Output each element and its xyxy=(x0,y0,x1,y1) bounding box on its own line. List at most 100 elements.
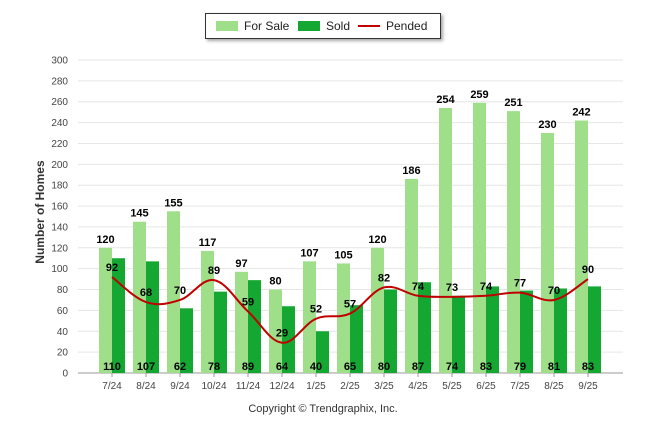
bar-sold xyxy=(112,258,125,373)
bar-sold xyxy=(146,261,159,373)
x-tick-label: 12/24 xyxy=(269,381,294,392)
label-sold: 107 xyxy=(137,361,155,373)
legend-label-for-sale: For Sale xyxy=(244,19,290,33)
label-sold: 65 xyxy=(344,361,356,373)
label-for-sale: 117 xyxy=(199,237,217,249)
legend: For Sale Sold Pended xyxy=(205,13,441,39)
y-tick-label: 280 xyxy=(51,76,68,87)
bar-for-sale xyxy=(235,271,248,373)
label-pended: 77 xyxy=(514,278,526,290)
x-tick-label: 11/24 xyxy=(236,381,261,392)
sold-swatch xyxy=(298,21,320,31)
y-tick-label: 200 xyxy=(51,160,68,171)
pended-swatch xyxy=(358,25,380,27)
y-tick-label: 40 xyxy=(57,327,69,338)
label-for-sale: 97 xyxy=(235,258,247,270)
bar-for-sale xyxy=(405,178,418,373)
legend-label-pended: Pended xyxy=(386,19,428,33)
label-pended: 73 xyxy=(446,282,458,294)
legend-item-pended[interactable]: Pended xyxy=(358,19,427,33)
label-for-sale: 186 xyxy=(402,165,420,177)
x-tick-label: 9/24 xyxy=(170,381,190,392)
y-tick-label: 20 xyxy=(57,348,69,359)
bar-for-sale xyxy=(167,211,180,373)
bars xyxy=(99,102,601,373)
label-sold: 83 xyxy=(480,361,492,373)
label-for-sale: 230 xyxy=(538,119,556,131)
legend-label-sold: Sold xyxy=(326,19,351,33)
x-tick-label: 3/25 xyxy=(374,381,394,392)
label-for-sale: 107 xyxy=(300,247,318,259)
label-for-sale: 120 xyxy=(368,234,386,246)
x-tick-label: 9/25 xyxy=(578,381,598,392)
label-pended: 70 xyxy=(548,285,560,297)
x-tick-label: 2/25 xyxy=(340,381,360,392)
x-tick-label: 8/25 xyxy=(544,381,564,392)
label-for-sale: 251 xyxy=(504,97,522,109)
bar-sold xyxy=(214,291,227,373)
bar-sold xyxy=(248,280,261,373)
y-axis-label: Number of Homes xyxy=(33,160,47,264)
bar-sold xyxy=(588,286,601,373)
data-labels: 120 110 145 107 155 62 117 78 97 89 80 64 107 40 105 65… xyxy=(96,89,594,373)
bar-for-sale xyxy=(303,261,316,373)
label-sold: 64 xyxy=(276,361,289,373)
y-tick-label: 220 xyxy=(51,139,68,150)
copyright: Copyright © Trendgraphix, Inc. xyxy=(248,403,398,415)
bar-for-sale xyxy=(371,247,384,373)
label-for-sale: 254 xyxy=(436,94,455,106)
bar-sold xyxy=(384,289,397,373)
for-sale-swatch xyxy=(216,21,238,31)
bar-for-sale xyxy=(269,289,282,373)
label-for-sale: 242 xyxy=(572,107,590,119)
label-sold: 79 xyxy=(514,361,526,373)
bar-for-sale xyxy=(337,263,350,373)
y-tick-label: 0 xyxy=(62,369,68,380)
label-pended: 70 xyxy=(174,285,186,297)
pended-series-line xyxy=(111,276,589,344)
label-sold: 62 xyxy=(174,361,186,373)
label-for-sale: 145 xyxy=(130,208,148,220)
label-pended: 90 xyxy=(582,264,594,276)
legend-item-for-sale[interactable]: For Sale xyxy=(216,19,289,33)
label-for-sale: 80 xyxy=(269,276,281,288)
x-tick-label: 1/25 xyxy=(306,381,326,392)
y-tick-label: 300 xyxy=(51,56,68,67)
label-pended: 52 xyxy=(310,304,322,316)
label-pended: 82 xyxy=(378,272,390,284)
bar-sold xyxy=(452,295,465,373)
label-sold: 78 xyxy=(208,361,220,373)
label-sold: 83 xyxy=(582,361,594,373)
label-for-sale: 105 xyxy=(334,249,352,261)
bar-for-sale xyxy=(507,111,520,373)
bar-sold xyxy=(554,288,567,373)
label-sold: 89 xyxy=(242,361,254,373)
y-tick-label: 260 xyxy=(51,97,68,108)
legend-item-sold[interactable]: Sold xyxy=(298,19,350,33)
x-tick-label: 4/25 xyxy=(408,381,428,392)
x-tick-label: 8/24 xyxy=(136,381,156,392)
label-pended: 92 xyxy=(106,262,118,274)
y-tick-label: 140 xyxy=(51,222,68,233)
label-sold: 80 xyxy=(378,361,390,373)
label-pended: 68 xyxy=(140,287,152,299)
pended-line xyxy=(111,276,589,344)
label-pended: 57 xyxy=(344,299,356,311)
y-tick-label: 240 xyxy=(51,118,68,129)
bar-for-sale xyxy=(133,221,146,373)
label-sold: 74 xyxy=(446,361,459,373)
label-pended: 29 xyxy=(276,328,288,340)
x-tick-label: 6/25 xyxy=(476,381,496,392)
bar-sold xyxy=(282,306,295,373)
label-sold: 81 xyxy=(548,361,560,373)
label-pended: 89 xyxy=(208,265,220,277)
bar-for-sale xyxy=(473,102,486,373)
bar-sold xyxy=(350,305,363,373)
bar-sold xyxy=(520,290,533,373)
label-pended: 74 xyxy=(480,281,493,293)
label-sold: 40 xyxy=(310,361,322,373)
bar-for-sale xyxy=(575,120,588,373)
bar-sold xyxy=(316,331,329,373)
bar-for-sale xyxy=(541,133,554,373)
label-sold: 110 xyxy=(103,361,121,373)
